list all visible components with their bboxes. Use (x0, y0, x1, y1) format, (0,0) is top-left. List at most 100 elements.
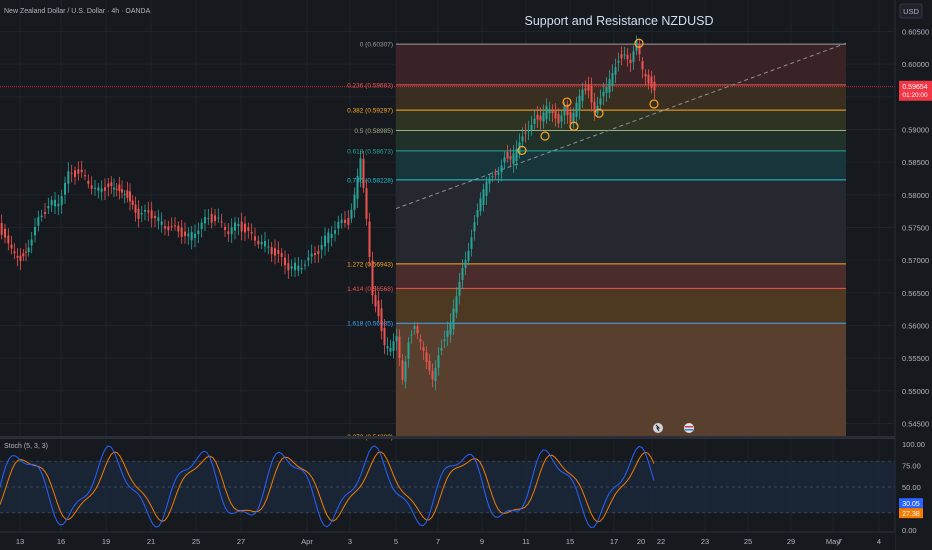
time-tick-label: 29 (787, 537, 795, 546)
stoch-d-bg (899, 508, 923, 519)
stoch-title: Stoch (5, 3, 3) (4, 443, 48, 450)
candle-body (274, 248, 276, 256)
time-tick-label: 9 (480, 537, 484, 546)
candle-body (217, 217, 220, 219)
candle-body (247, 227, 250, 231)
candle-body (650, 76, 653, 88)
current-price-tag: 0.59654 01:20:00 (899, 80, 932, 101)
candle-body (204, 217, 206, 224)
fib-zone (396, 130, 846, 151)
candle-body (250, 231, 253, 234)
fibonacci-lines (396, 43, 846, 438)
candle-body (210, 213, 213, 223)
candle-body (184, 231, 186, 236)
fib-zone (396, 110, 846, 131)
candle-body (476, 210, 479, 218)
candle-body (404, 361, 407, 382)
candle-body (551, 111, 554, 114)
candle-body (620, 54, 623, 59)
flag-icon[interactable] (684, 423, 694, 433)
candle-body (307, 257, 310, 261)
time-tick-label: 23 (701, 537, 709, 546)
candle-body (167, 226, 170, 231)
price-tick-label: 0.55500 (902, 354, 929, 363)
pane-separator[interactable] (0, 436, 932, 439)
currency-box (899, 3, 923, 19)
time-tick-label: 15 (566, 537, 574, 546)
candle-body (632, 51, 635, 62)
event-icons[interactable] (653, 423, 694, 433)
candle-body (80, 169, 83, 173)
candle-body (434, 368, 437, 382)
time-tick-label: 21 (147, 537, 155, 546)
candle-body (395, 336, 398, 342)
candle-body (407, 342, 410, 359)
time-axis[interactable] (0, 532, 895, 550)
candle-body (437, 355, 440, 368)
flag-stripe (685, 426, 693, 428)
fib-level-label: 1.414 (0.56568) (347, 286, 393, 293)
candle-body (422, 347, 425, 352)
stoch-d-value: 27.38 (902, 511, 920, 518)
candle-body (353, 194, 356, 210)
fib-level-label: 0.618 (0.58673) (347, 148, 393, 155)
price-tick-label: 0.58000 (902, 191, 929, 200)
candle-body (626, 54, 629, 59)
candle-body (506, 151, 509, 159)
fib-zone (396, 263, 846, 289)
candle-body (19, 255, 22, 261)
time-tick-label: 27 (237, 537, 245, 546)
candle-body (470, 237, 473, 249)
candle-body (37, 217, 40, 226)
candle-body (177, 225, 180, 232)
trendline[interactable] (395, 42, 847, 210)
symbol-info: New Zealand Dollar / U.S. Dollar · 4h · … (4, 8, 151, 15)
candle-body (244, 223, 246, 233)
candle-body (557, 113, 560, 124)
currency-button[interactable]: USD (899, 3, 923, 19)
candle-body (131, 200, 134, 205)
candle-body (207, 217, 210, 219)
candle-body (121, 189, 123, 193)
candle-body (359, 158, 362, 180)
candle-body (27, 247, 30, 253)
candle-body (180, 227, 183, 237)
candle-body (617, 60, 620, 63)
candle-body (197, 230, 200, 235)
candle-body (413, 325, 416, 329)
candle-body (264, 241, 266, 247)
flag-stripe (685, 429, 693, 431)
candle-body (227, 231, 230, 235)
fib-level-label: 1.272 (0.56943) (347, 261, 393, 268)
candle-body (377, 300, 380, 317)
candle-body (644, 73, 647, 77)
candle-body (479, 198, 482, 212)
candle-body (50, 200, 53, 206)
candle-body (100, 188, 103, 192)
candle-body (160, 221, 163, 225)
candle-body (57, 203, 60, 207)
candle-body (419, 339, 422, 342)
candle-body (533, 118, 536, 124)
candle-body (60, 196, 63, 205)
candle-body (509, 156, 512, 160)
candle-body (254, 236, 256, 241)
candle-body (147, 210, 150, 213)
fibonacci-zones (396, 44, 846, 437)
candle-body (214, 215, 216, 222)
candle-body (157, 217, 160, 222)
stoch-tick-label: 0.00 (902, 526, 917, 535)
candle-body (410, 334, 413, 336)
candle-body (452, 308, 455, 330)
time-tick-label: 25 (192, 537, 200, 546)
candle-body (123, 194, 126, 196)
candle-body (611, 72, 614, 86)
fib-level-label: 0 (0.60307) (360, 42, 393, 49)
dashed-trendline[interactable] (395, 42, 847, 210)
candle-body (47, 206, 50, 209)
candle-body (356, 175, 359, 199)
candle-body (584, 88, 587, 91)
stoch-k-line (0, 445, 655, 529)
price-tick-label: 0.56000 (902, 322, 929, 331)
